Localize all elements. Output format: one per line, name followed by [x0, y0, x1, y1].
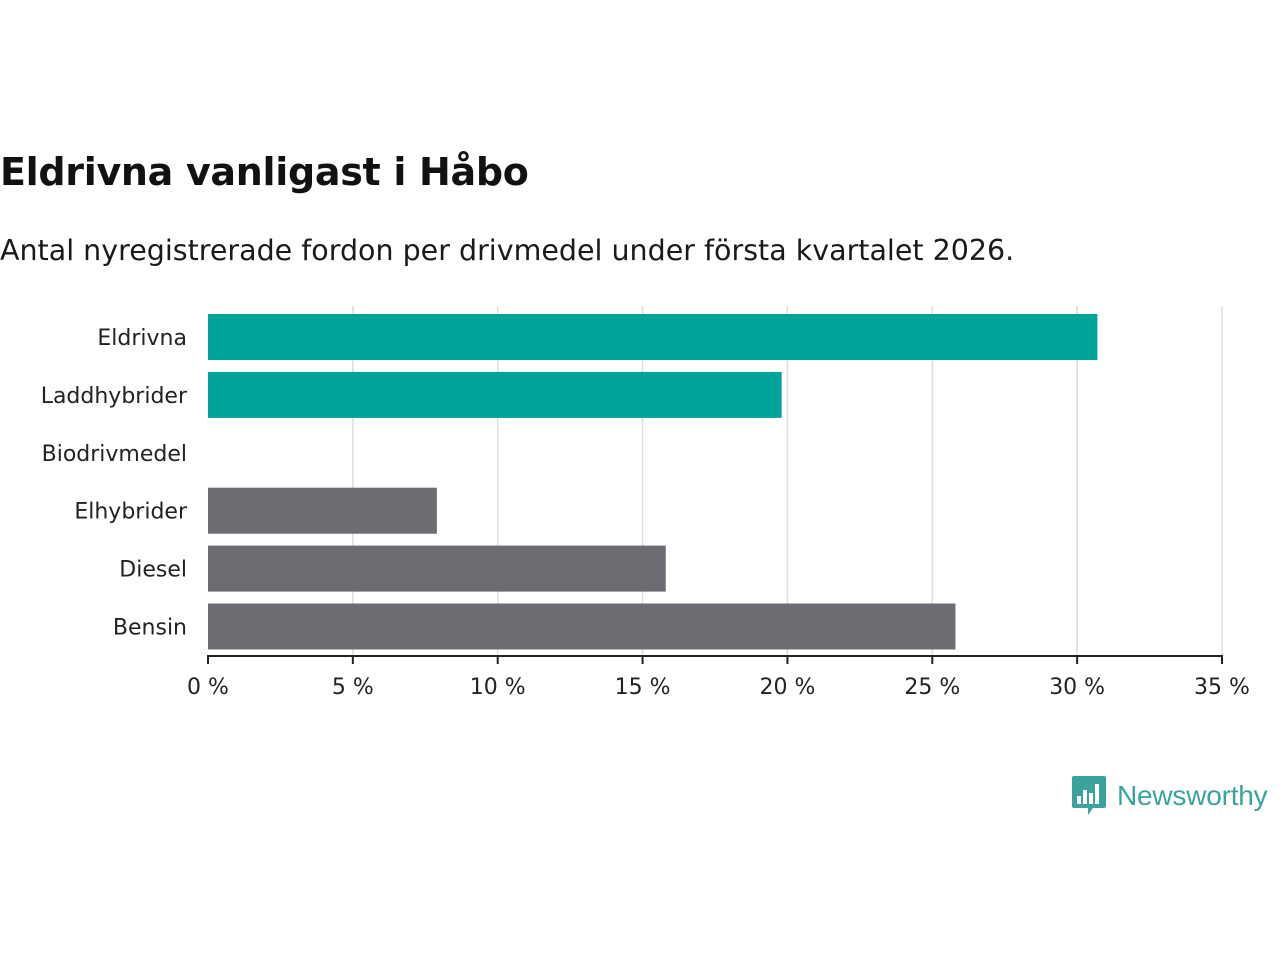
newsworthy-logo: Newsworthy	[1072, 776, 1268, 816]
chart-subtitle: Antal nyregistrerade fordon per drivmede…	[0, 234, 1015, 267]
category-labels: Eldrivna Laddhybrider Biodrivmedel Elhybrid…	[41, 326, 188, 641]
x-tick-label: 25 %	[904, 675, 960, 700]
brand-name: Newsworthy	[1117, 780, 1268, 811]
bar-bensin	[208, 603, 956, 650]
bar-eldrivna	[208, 314, 1098, 360]
category-label: Diesel	[119, 558, 187, 583]
bars	[208, 314, 1098, 650]
category-label: Biodrivmedel	[42, 442, 187, 467]
x-tick-label: 0 %	[187, 675, 229, 700]
category-label: Elhybrider	[74, 500, 188, 525]
chart-title: Eldrivna vanligast i Håbo	[0, 150, 529, 194]
gridlines	[352, 306, 1223, 656]
bar-chart-speech-bubble-icon	[1072, 776, 1106, 815]
x-axis: 0 % 5 % 10 % 15 % 20 % 25 % 30 % 35 %	[187, 655, 1250, 700]
category-label: Laddhybrider	[41, 384, 188, 409]
bar-elhybrider	[208, 487, 437, 534]
category-label: Bensin	[113, 616, 187, 641]
x-tick-label: 30 %	[1049, 675, 1105, 700]
x-tick-label: 10 %	[470, 675, 526, 700]
x-tick-label: 35 %	[1194, 675, 1250, 700]
category-label: Eldrivna	[97, 326, 187, 351]
bar-laddhybrider	[208, 371, 782, 418]
bar-chart: 0 % 5 % 10 % 15 % 20 % 25 % 30 % 35 % Eldrivna L…	[41, 306, 1250, 700]
bar-diesel	[208, 545, 666, 592]
x-tick-label: 15 %	[615, 675, 671, 700]
x-tick-label: 20 %	[759, 675, 815, 700]
x-tick-label: 5 %	[332, 675, 374, 700]
